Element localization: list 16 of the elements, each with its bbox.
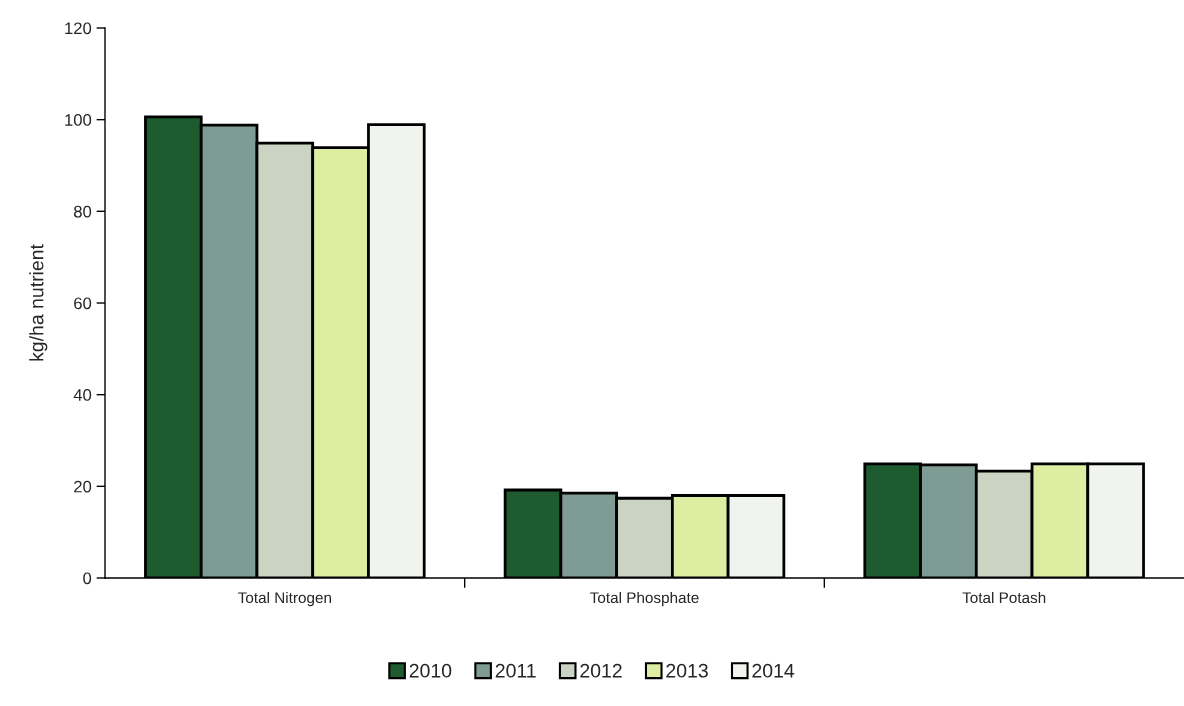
x-tick-label: Total Nitrogen <box>238 591 331 607</box>
y-tick-label: 0 <box>83 572 92 585</box>
x-tick-label: Total Phosphate <box>590 591 699 607</box>
legend-label: 2011 <box>495 663 536 678</box>
y-axis-title: kg/ha nutrient <box>29 244 48 361</box>
y-tick-label: 100 <box>65 114 92 126</box>
legend-label: 2013 <box>666 663 708 678</box>
y-tick-label: 40 <box>73 389 92 401</box>
y-tick-label: 20 <box>74 480 92 493</box>
legend-label: 2010 <box>409 663 452 678</box>
legend-label: 2012 <box>580 663 622 678</box>
x-tick-label: Total Potash <box>962 591 1046 604</box>
legend-label: 2014 <box>752 663 795 678</box>
y-tick-label: 120 <box>65 22 92 35</box>
y-tick-label: 60 <box>74 297 92 310</box>
y-tick-label: 80 <box>73 205 92 218</box>
